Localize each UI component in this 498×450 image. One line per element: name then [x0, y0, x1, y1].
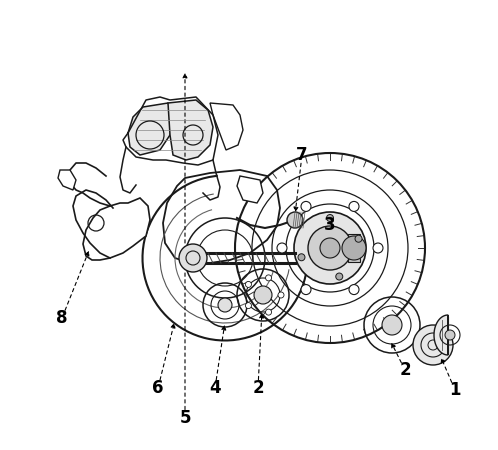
Circle shape: [445, 330, 455, 340]
Text: 8: 8: [56, 309, 68, 327]
Polygon shape: [168, 100, 213, 160]
Text: 4: 4: [209, 379, 221, 397]
Text: 7: 7: [296, 146, 308, 164]
Circle shape: [301, 202, 311, 211]
Polygon shape: [58, 170, 76, 190]
Polygon shape: [237, 176, 263, 203]
Circle shape: [327, 215, 334, 221]
Text: 5: 5: [179, 409, 191, 427]
Polygon shape: [128, 103, 173, 155]
Circle shape: [349, 202, 359, 211]
Circle shape: [413, 325, 453, 365]
Polygon shape: [83, 198, 150, 260]
Circle shape: [246, 281, 251, 288]
Circle shape: [287, 212, 303, 228]
Circle shape: [294, 212, 366, 284]
Polygon shape: [434, 315, 448, 355]
Circle shape: [308, 226, 352, 270]
Text: 2: 2: [399, 361, 411, 379]
Text: 1: 1: [449, 381, 461, 399]
Circle shape: [373, 243, 383, 253]
Circle shape: [246, 302, 251, 309]
Circle shape: [355, 235, 362, 242]
Circle shape: [218, 298, 232, 312]
Circle shape: [349, 284, 359, 295]
Circle shape: [298, 254, 305, 261]
Circle shape: [278, 292, 284, 298]
Circle shape: [320, 238, 340, 258]
Circle shape: [342, 236, 366, 260]
Circle shape: [265, 309, 271, 315]
Circle shape: [382, 315, 402, 335]
Text: 2: 2: [252, 379, 264, 397]
Circle shape: [265, 275, 271, 281]
Circle shape: [277, 243, 287, 253]
Polygon shape: [348, 234, 360, 262]
Text: 3: 3: [324, 216, 336, 234]
Polygon shape: [163, 170, 280, 263]
Text: 6: 6: [152, 379, 164, 397]
Circle shape: [336, 273, 343, 280]
Polygon shape: [210, 103, 243, 150]
Circle shape: [301, 284, 311, 295]
Circle shape: [254, 286, 272, 304]
Circle shape: [179, 244, 207, 272]
